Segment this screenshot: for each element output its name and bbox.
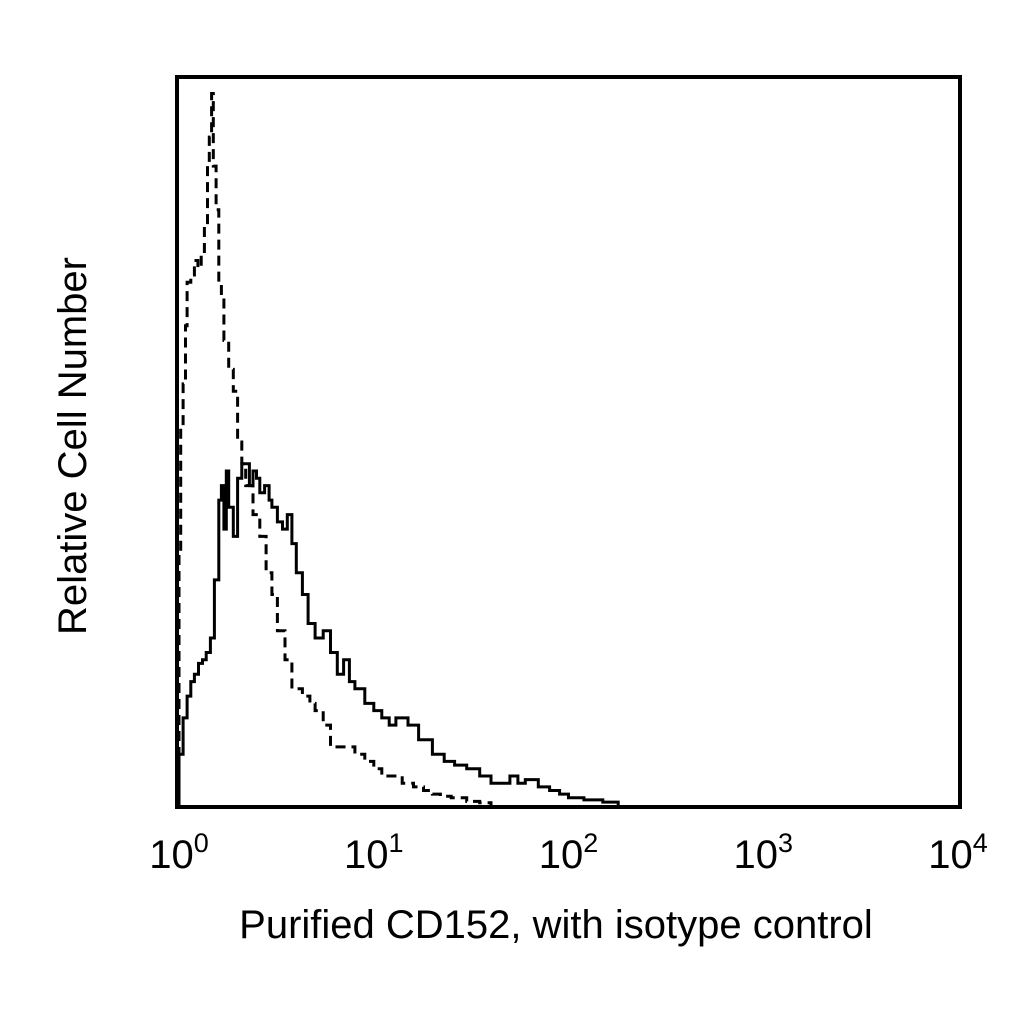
x-tick-label: 100 xyxy=(149,828,209,877)
series-dashed-line xyxy=(177,92,493,805)
series-solid-line xyxy=(177,462,620,805)
x-tick-label: 102 xyxy=(539,828,599,877)
x-tick-label: 103 xyxy=(734,828,794,877)
series-layer xyxy=(177,92,620,805)
x-tick-labels: 100 101 102 103 104 xyxy=(149,828,988,877)
x-axis-title: Purified CD152, with isotype control xyxy=(239,903,873,947)
x-tick-label: 104 xyxy=(928,828,988,877)
y-axis-title: Relative Cell Number xyxy=(51,257,95,635)
x-tick-label: 101 xyxy=(344,828,404,877)
plot-frame xyxy=(175,75,962,809)
